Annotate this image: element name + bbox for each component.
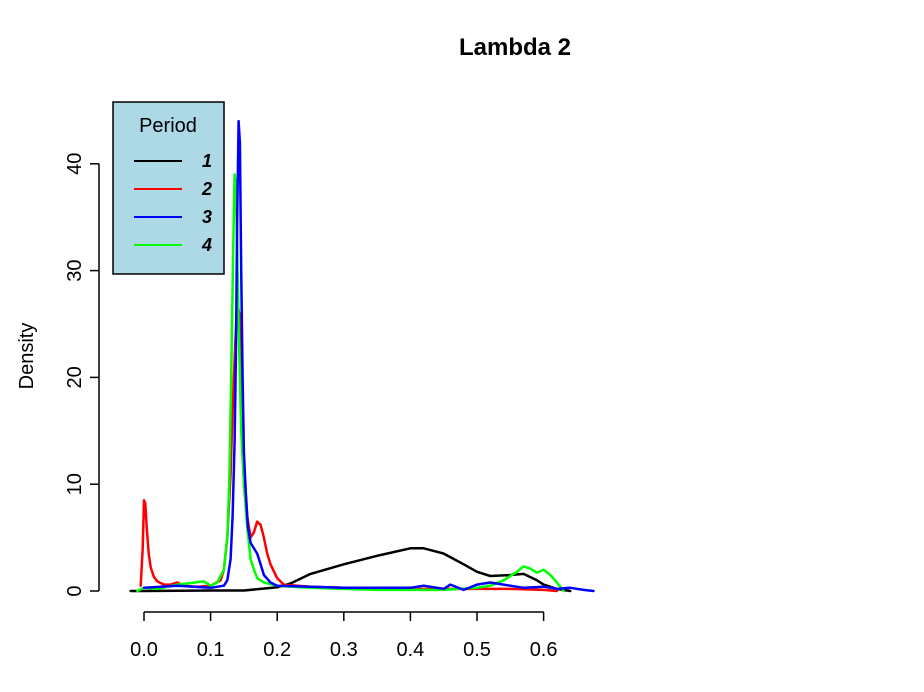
- y-tick-label: 30: [64, 259, 86, 281]
- x-tick-label: 0.5: [463, 639, 491, 661]
- series-line-period-3: [142, 119, 595, 593]
- legend-label-period-4: 4: [201, 235, 212, 255]
- x-tick-label: 0.0: [130, 639, 158, 661]
- legend-label-period-2: 2: [201, 179, 212, 199]
- y-tick-label: 40: [64, 153, 86, 175]
- legend-items: 1 2 3 4: [134, 151, 212, 255]
- y-axis: 0 10 20 30 40: [64, 153, 100, 597]
- chart-title: Lambda 2: [459, 34, 571, 61]
- y-axis-label: Density: [16, 323, 38, 390]
- legend-label-period-1: 1: [202, 151, 212, 171]
- series-layer: [129, 119, 595, 593]
- y-tick-label: 0: [64, 585, 86, 596]
- x-tick-label: 0.1: [197, 639, 225, 661]
- x-tick-label: 0.2: [263, 639, 291, 661]
- x-axis: 0.0 0.1 0.2 0.3 0.4 0.5 0.6: [130, 611, 558, 661]
- y-tick-label: 20: [64, 366, 86, 388]
- legend-label-period-3: 3: [202, 207, 212, 227]
- legend: Period 1 2 3 4: [112, 101, 225, 275]
- y-tick-label: 10: [64, 473, 86, 495]
- x-tick-label: 0.6: [530, 639, 558, 661]
- series-line-period-1: [129, 547, 572, 593]
- legend-title: Period: [139, 115, 197, 137]
- series-line-period-4: [136, 173, 565, 593]
- x-tick-label: 0.3: [330, 639, 358, 661]
- x-tick-label: 0.4: [396, 639, 424, 661]
